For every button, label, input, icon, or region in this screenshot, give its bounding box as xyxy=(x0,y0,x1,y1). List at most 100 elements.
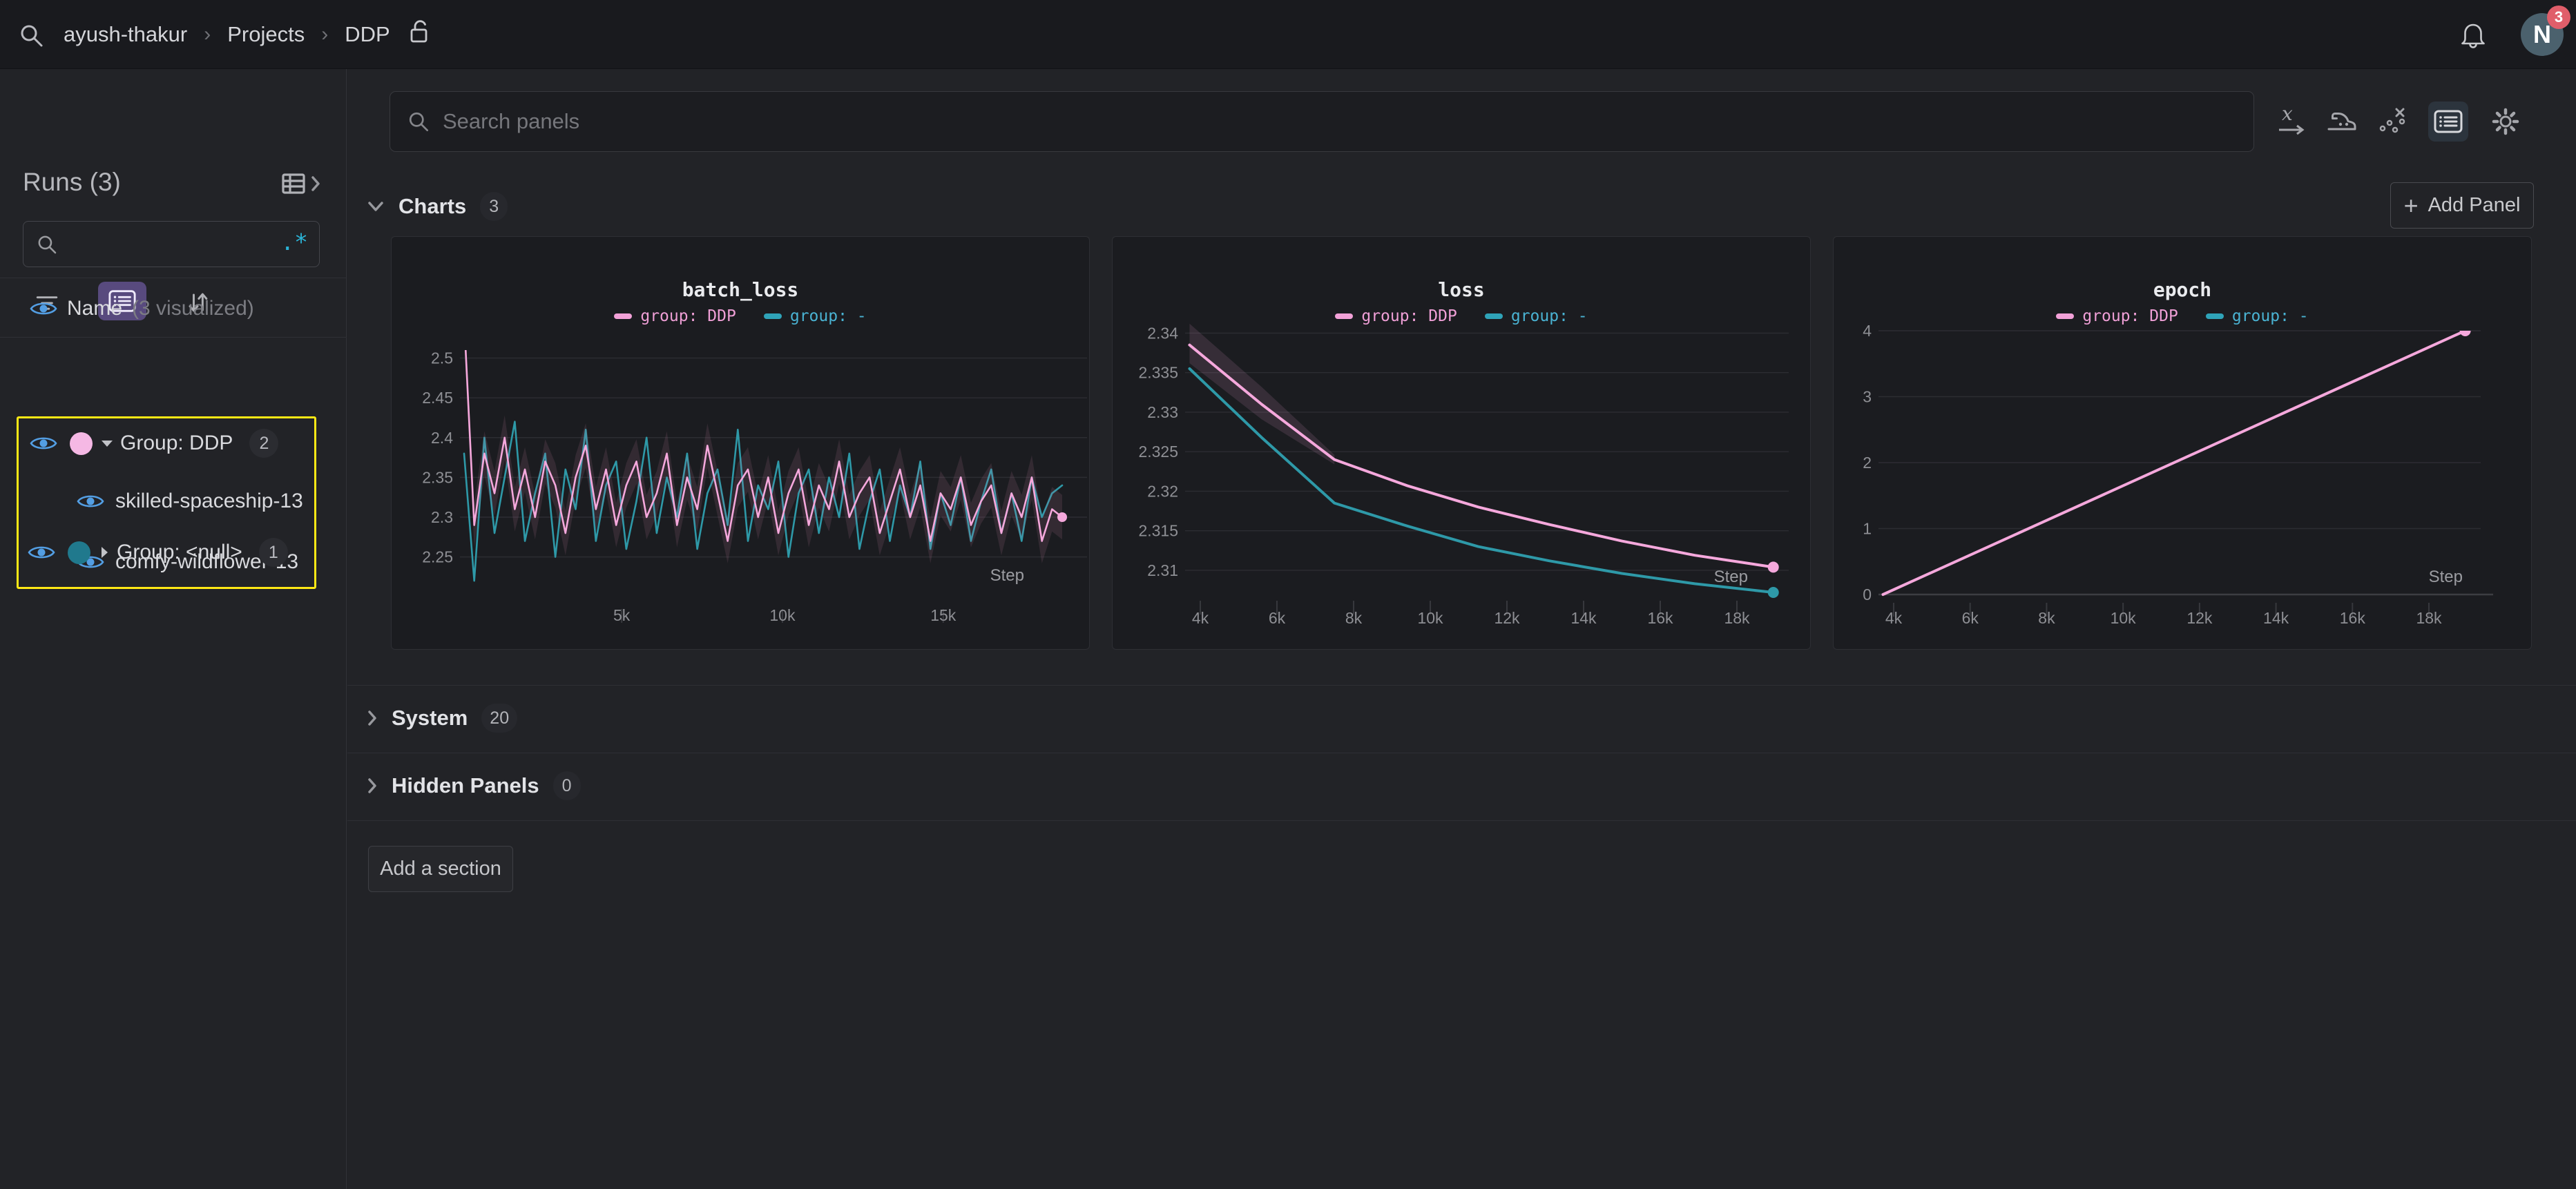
svg-text:4k: 4k xyxy=(1192,609,1209,627)
table-icon xyxy=(282,173,305,194)
group-color-dot xyxy=(68,541,90,564)
chart-panel-batch-loss[interactable]: 2.25 2.3 2.35 2.4 2.45 2.5 5k 10k 15k Step batch_… xyxy=(391,236,1090,650)
legend-dash xyxy=(763,313,782,319)
legend-item[interactable]: group: - xyxy=(1484,307,1588,325)
system-section-header[interactable]: System 20 xyxy=(367,704,518,733)
charts-section-header[interactable]: Charts 3 xyxy=(367,192,508,221)
sort-button[interactable] xyxy=(178,283,217,322)
eye-icon[interactable] xyxy=(77,492,104,511)
eye-icon[interactable] xyxy=(30,299,57,318)
list-panel-icon xyxy=(108,290,136,312)
run-group-row[interactable]: Group: DDP 2 xyxy=(30,423,306,464)
legend-item[interactable]: group: - xyxy=(763,307,867,325)
avatar[interactable]: N xyxy=(2521,13,2564,56)
legend-dash xyxy=(614,313,633,319)
svg-text:2.25: 2.25 xyxy=(422,548,453,566)
workspace-main: x xyxy=(347,69,2576,1189)
run-search-input[interactable] xyxy=(69,232,271,256)
group-count-badge: 2 xyxy=(249,429,279,458)
chart-panel-epoch[interactable]: 0 1 2 3 4 4k 6k 8k 10k 12k 14k 16k 18k Step epoch gro… xyxy=(1833,236,2532,650)
batch-loss-chart: 2.25 2.3 2.35 2.4 2.45 2.5 5k 10k 15k Step xyxy=(422,349,1087,624)
svg-text:16k: 16k xyxy=(1647,609,1673,627)
panel-layout-button[interactable] xyxy=(2428,102,2468,142)
caret-right-icon[interactable] xyxy=(100,546,108,559)
chevron-right-icon xyxy=(311,176,320,191)
run-name-header-row[interactable]: Name (3 visualized) xyxy=(0,280,347,337)
runs-sidebar: Runs (3) .* Name (3 visualized) Group: xyxy=(0,69,347,1189)
chart-legend: group: DDP group: - xyxy=(1834,307,2531,325)
group-label[interactable]: Group: DDP xyxy=(120,432,233,454)
svg-text:16k: 16k xyxy=(2340,609,2366,627)
add-section-button[interactable]: Add a section xyxy=(368,846,513,892)
notification-bell-icon[interactable] xyxy=(2457,19,2489,56)
eye-icon[interactable] xyxy=(30,434,57,453)
svg-text:8k: 8k xyxy=(1345,609,1363,627)
chevron-right-icon xyxy=(368,778,376,793)
chart-legend: group: DDP group: - xyxy=(1113,307,1810,325)
panel-search-input[interactable] xyxy=(443,109,2238,134)
divider xyxy=(347,820,2576,821)
legend-item[interactable]: group: - xyxy=(2205,307,2309,325)
svg-text:2.45: 2.45 xyxy=(422,389,453,407)
legend-item[interactable]: group: DDP xyxy=(2056,307,2178,325)
svg-text:4k: 4k xyxy=(1885,609,1903,627)
legend-dash xyxy=(1484,313,1503,319)
legend-dash xyxy=(2205,313,2224,319)
svg-text:12k: 12k xyxy=(2186,609,2213,627)
regex-toggle[interactable]: .* xyxy=(280,229,308,255)
panel-search-box[interactable] xyxy=(390,91,2254,152)
settings-button[interactable] xyxy=(2486,102,2526,142)
run-group-row[interactable]: Group: <null> 1 xyxy=(28,529,325,576)
legend-dash xyxy=(2056,313,2075,319)
breadcrumb-project-name[interactable]: DDP xyxy=(345,22,390,46)
divider xyxy=(347,685,2576,686)
chevron-down-icon xyxy=(368,202,383,211)
section-label: System xyxy=(392,706,468,730)
add-panel-button[interactable]: + Add Panel xyxy=(2390,182,2534,229)
section-count-badge: 20 xyxy=(481,704,518,733)
section-count-badge: 3 xyxy=(480,192,508,221)
chart-panel-loss[interactable]: 2.31 2.315 2.32 2.325 2.33 2.335 2.34 4k 6k 8k 10k… xyxy=(1112,236,1811,650)
chevron-right-icon xyxy=(368,710,376,726)
run-row[interactable]: skilled-spaceship-13 xyxy=(77,481,311,522)
svg-text:14k: 14k xyxy=(2263,609,2289,627)
smoothing-button[interactable] xyxy=(2322,102,2362,142)
notification-count-badge: 3 xyxy=(2547,6,2570,29)
name-column-header: Name xyxy=(67,297,123,320)
divider xyxy=(0,337,347,338)
visualization-toggle-button[interactable] xyxy=(98,282,146,320)
svg-text:2.35: 2.35 xyxy=(422,468,453,486)
run-name[interactable]: skilled-spaceship-13 xyxy=(115,490,303,512)
breadcrumb-projects[interactable]: Projects xyxy=(227,22,305,46)
svg-text:10k: 10k xyxy=(1417,609,1443,627)
group-label[interactable]: Group: <null> xyxy=(117,541,242,563)
caret-down-icon[interactable] xyxy=(101,439,113,447)
section-count-badge: 0 xyxy=(552,771,581,800)
visualized-note: (3 visualized) xyxy=(132,297,254,320)
breadcrumb-entity[interactable]: ayush-thakur xyxy=(64,22,188,46)
avatar-letter: N xyxy=(2533,20,2551,48)
run-search-box[interactable]: .* xyxy=(23,221,320,267)
svg-text:2.34: 2.34 xyxy=(1147,324,1178,342)
top-bar: ayush-thakur › Projects › DDP N 3 xyxy=(0,0,2576,69)
legend-label: group: - xyxy=(789,307,867,325)
svg-text:3: 3 xyxy=(1863,388,1872,406)
epoch-chart: 0 1 2 3 4 4k 6k 8k 10k 12k 14k 16k 18k Step xyxy=(1863,322,2493,627)
x-axis-settings-button[interactable]: x xyxy=(2271,102,2311,142)
svg-text:2.3: 2.3 xyxy=(431,508,453,526)
breadcrumb-separator: › xyxy=(204,23,211,46)
expand-runs-table-button[interactable] xyxy=(280,170,320,197)
svg-text:2.5: 2.5 xyxy=(431,349,453,367)
legend-item[interactable]: group: DDP xyxy=(1335,307,1457,325)
outliers-button[interactable] xyxy=(2372,102,2412,142)
chart-title: loss xyxy=(1438,278,1485,301)
legend-item[interactable]: group: DDP xyxy=(614,307,736,325)
legend-dash xyxy=(1335,313,1354,319)
svg-text:5k: 5k xyxy=(613,606,631,624)
eye-icon[interactable] xyxy=(28,543,55,562)
svg-text:1: 1 xyxy=(1863,520,1872,538)
svg-text:2.31: 2.31 xyxy=(1147,561,1178,579)
breadcrumb: ayush-thakur › Projects › DDP xyxy=(64,0,432,69)
search-icon[interactable] xyxy=(17,21,46,53)
hidden-panels-section-header[interactable]: Hidden Panels 0 xyxy=(367,771,581,800)
